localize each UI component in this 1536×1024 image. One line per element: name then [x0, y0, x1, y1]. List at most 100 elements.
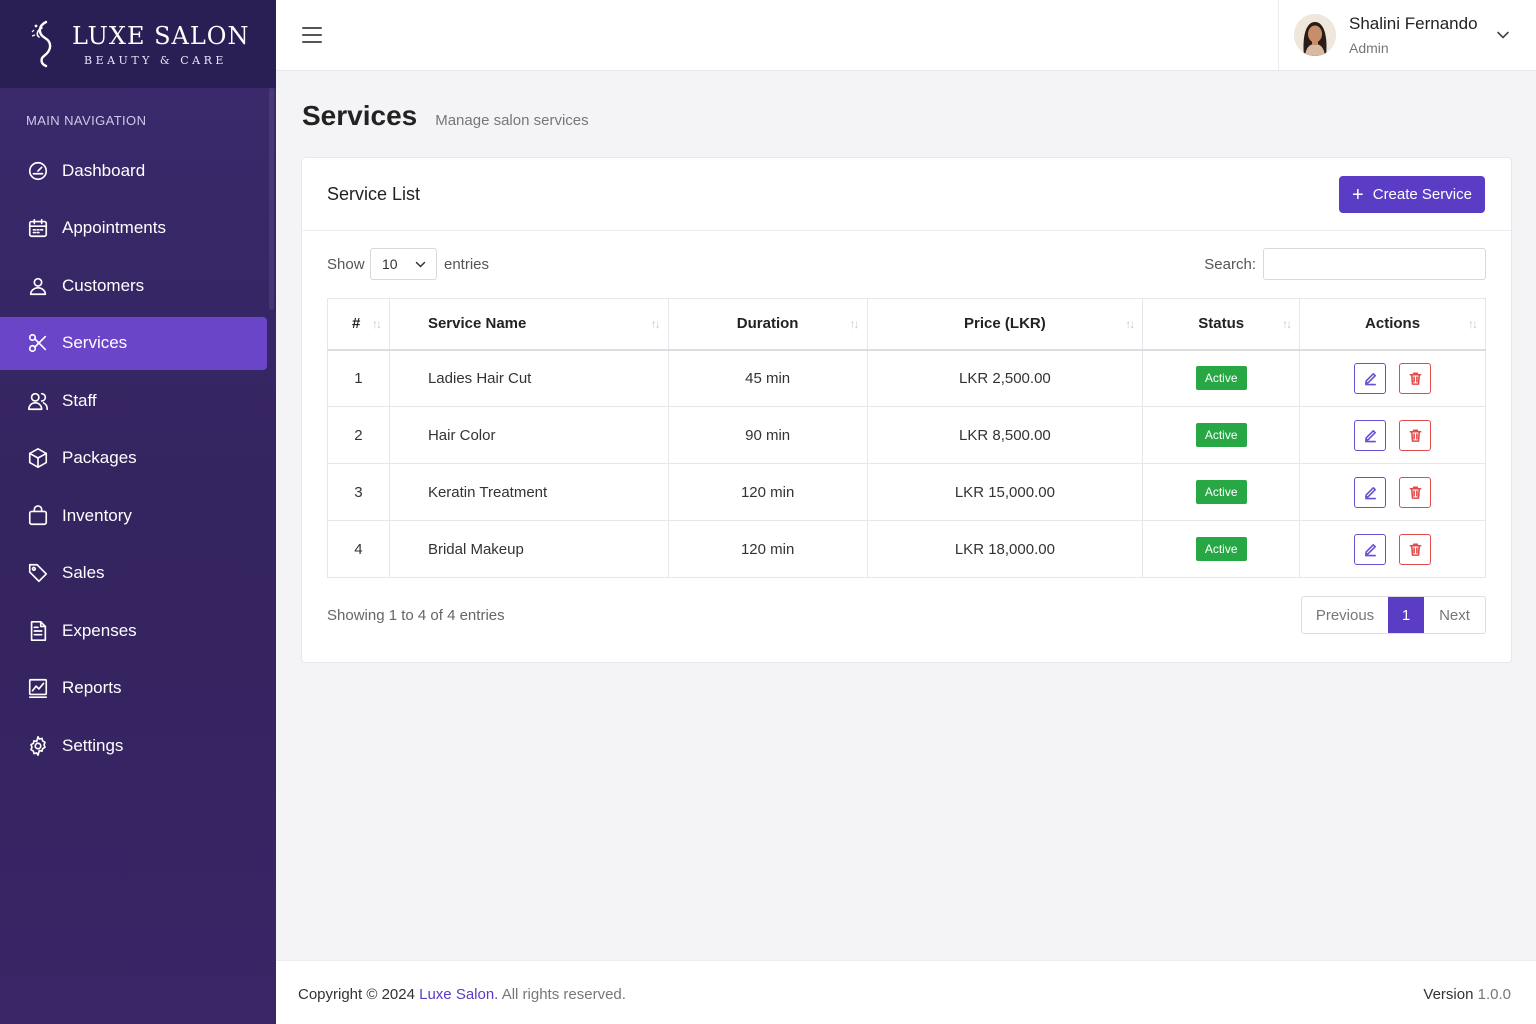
- cell-price: LKR 15,000.00: [866, 463, 1144, 521]
- nav-heading: MAIN NAVIGATION: [26, 113, 147, 128]
- copyright-prefix: Copyright © 2024: [298, 986, 415, 1003]
- sidebar-item-label: Inventory: [62, 505, 132, 525]
- cell-price: LKR 2,500.00: [866, 349, 1144, 407]
- sidebar-item-label: Services: [62, 333, 128, 352]
- create-service-button[interactable]: + Create Service: [1339, 176, 1485, 213]
- show-label: Show: [327, 256, 365, 273]
- sidebar-scrollbar[interactable]: [269, 88, 274, 310]
- entries-select[interactable]: 10: [370, 248, 437, 280]
- search-input[interactable]: [1263, 248, 1486, 280]
- cell-status: Active: [1142, 520, 1301, 578]
- edit-button[interactable]: [1354, 419, 1387, 451]
- sort-icon: ↑↓: [650, 317, 661, 331]
- column-header-label: Duration: [736, 315, 799, 333]
- dashboard-icon: [26, 159, 50, 183]
- sidebar-item-settings[interactable]: Settings: [0, 719, 267, 772]
- delete-button[interactable]: [1398, 533, 1431, 565]
- column-header-label: Status: [1198, 315, 1245, 333]
- column-header-status[interactable]: Status ↑↓: [1142, 298, 1301, 351]
- version: Version 1.0.0: [1423, 986, 1511, 1003]
- copyright: Copyright © 2024 Luxe Salon. All rights …: [298, 986, 626, 1003]
- page-header: Services Manage salon services: [302, 100, 589, 132]
- create-service-label: Create Service: [1372, 186, 1472, 203]
- sidebar-item-dashboard[interactable]: Dashboard: [0, 144, 267, 197]
- table-controls: Show 10 entries Search:: [327, 248, 1486, 280]
- edit-button[interactable]: [1354, 476, 1387, 508]
- sidebar-item-inventory[interactable]: Inventory: [0, 489, 267, 542]
- entries-label: entries: [444, 256, 490, 273]
- sidebar-item-label: Reports: [62, 678, 122, 697]
- column-header-label: #: [352, 315, 361, 333]
- trash-icon: [1409, 372, 1422, 385]
- card-title: Service List: [327, 184, 421, 204]
- sidebar-item-reports[interactable]: Reports: [0, 662, 267, 715]
- cell-duration: 120 min: [667, 463, 868, 521]
- gear-icon: [26, 734, 50, 758]
- chevron-down-icon[interactable]: [1496, 28, 1510, 42]
- sidebar-item-label: Expenses: [62, 620, 137, 640]
- sidebar-item-sales[interactable]: Sales: [0, 547, 267, 600]
- pencil-icon: [1365, 372, 1377, 386]
- sidebar-item-staff[interactable]: Staff: [0, 374, 267, 427]
- sidebar-item-label: Dashboard: [62, 160, 146, 180]
- version-label: Version: [1423, 986, 1474, 1003]
- trash-icon: [1409, 543, 1422, 556]
- sidebar-item-appointments[interactable]: Appointments: [0, 202, 267, 255]
- cell-service-name: Bridal Makeup: [388, 520, 669, 578]
- user-role: Admin: [1349, 40, 1389, 56]
- edit-button[interactable]: [1354, 362, 1387, 394]
- table-row: 3 Keratin Treatment 120 min LKR 15,000.0…: [327, 463, 1486, 521]
- card-header: Service List + Create Service: [302, 158, 1511, 231]
- pencil-icon: [1365, 429, 1377, 442]
- column-header-duration[interactable]: Duration ↑↓: [667, 298, 868, 351]
- services-table: # ↑↓ Service Name ↑↓ Duration ↑↓ Price (LKR…: [327, 298, 1486, 578]
- edit-button[interactable]: [1354, 533, 1387, 565]
- users-icon: [26, 389, 50, 413]
- column-header-number[interactable]: # ↑↓: [327, 298, 390, 351]
- next-page-button[interactable]: Next: [1439, 606, 1470, 624]
- sort-icon: ↑↓: [371, 317, 382, 331]
- sidebar-item-packages[interactable]: Packages: [0, 432, 267, 485]
- table-info: Showing 1 to 4 of 4 entries: [327, 607, 505, 624]
- cell-status: Active: [1142, 349, 1301, 407]
- status-badge: Active: [1195, 366, 1247, 391]
- brand[interactable]: LUXE SALON BEAUTY & CARE: [0, 0, 276, 88]
- delete-button[interactable]: [1398, 362, 1431, 394]
- column-header-price[interactable]: Price (LKR) ↑↓: [866, 298, 1144, 351]
- column-header-label: Service Name: [427, 315, 527, 333]
- sidebar-item-services[interactable]: Services: [0, 316, 267, 370]
- cell-number: 1: [327, 349, 390, 407]
- service-list-card: Service List + Create Service Show 10 en…: [301, 157, 1512, 663]
- column-header-label: Actions: [1365, 315, 1421, 333]
- entries-value: 10: [382, 256, 398, 272]
- pencil-icon: [1365, 486, 1377, 499]
- cell-duration: 90 min: [667, 406, 868, 464]
- avatar: [1294, 14, 1336, 56]
- scissors-icon: [26, 331, 50, 355]
- sidebar-item-expenses[interactable]: Expenses: [0, 604, 267, 657]
- cell-actions: [1299, 406, 1486, 464]
- sort-icon: ↑↓: [1468, 317, 1478, 331]
- cell-number: 3: [327, 463, 390, 521]
- column-header-service-name[interactable]: Service Name ↑↓: [388, 298, 669, 351]
- previous-page-button[interactable]: Previous: [1315, 606, 1375, 624]
- sidebar-item-customers[interactable]: Customers: [0, 259, 267, 312]
- page-1-button[interactable]: 1: [1388, 597, 1424, 633]
- table-row: 2 Hair Color 90 min LKR 8,500.00 Active: [327, 406, 1486, 464]
- column-header-actions[interactable]: Actions ↑↓: [1299, 298, 1486, 351]
- sidebar-item-label: Staff: [62, 390, 97, 410]
- cell-service-name: Keratin Treatment: [388, 463, 669, 521]
- user-menu[interactable]: Shalini Fernando Admin: [1278, 0, 1536, 70]
- chart-icon: [26, 676, 50, 700]
- salon-logo-icon: [31, 20, 52, 68]
- brand-name: LUXE SALON: [72, 21, 250, 50]
- delete-button[interactable]: [1398, 419, 1431, 451]
- page-subtitle: Manage salon services: [435, 112, 589, 129]
- delete-button[interactable]: [1398, 476, 1431, 508]
- cell-number: 4: [327, 520, 390, 578]
- status-badge: Active: [1195, 480, 1247, 504]
- status-badge: Active: [1195, 423, 1247, 447]
- menu-toggle-icon[interactable]: [302, 27, 322, 45]
- trash-icon: [1409, 486, 1422, 499]
- brand-link[interactable]: Luxe Salon.: [419, 986, 499, 1003]
